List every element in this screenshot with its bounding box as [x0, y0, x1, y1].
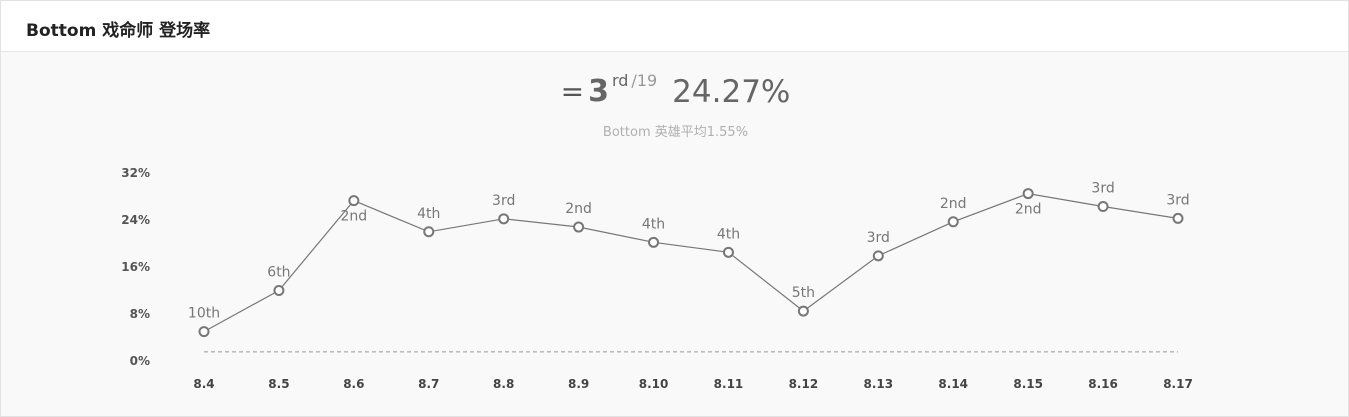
x-tick-label: 8.13 [864, 377, 894, 391]
x-tick-label: 8.9 [568, 377, 589, 391]
rank-label: 3rd [867, 230, 890, 246]
data-point[interactable] [348, 195, 360, 207]
data-point[interactable] [198, 326, 210, 338]
x-tick-label: 8.14 [938, 377, 968, 391]
data-point[interactable] [1097, 200, 1109, 212]
y-tick-label: 0% [130, 354, 150, 368]
panel-header: Bottom 戏命师 登场率 [1, 1, 1348, 52]
data-point[interactable] [423, 226, 435, 238]
rank-label: 10th [188, 306, 220, 322]
data-point[interactable] [498, 213, 510, 225]
data-point[interactable] [722, 246, 734, 258]
x-tick-label: 8.6 [343, 377, 364, 391]
data-point[interactable] [273, 285, 285, 296]
data-point[interactable] [947, 216, 959, 228]
x-tick-label: 8.11 [714, 377, 744, 391]
rank-labels: 10th 6th 2nd 4th 3rd 2nd 4th 4th 5th 3rd 2nd 2nd 3rd… [188, 180, 1190, 321]
panel-title: Bottom 戏命师 登场率 [26, 21, 211, 41]
x-tick-label: 8.4 [193, 377, 214, 391]
rank-number: 3 [588, 74, 609, 109]
rank-label: 2nd [940, 196, 967, 212]
rank-label: 3rd [1166, 192, 1189, 208]
data-points [198, 188, 1184, 338]
rank-label: 4th [642, 216, 665, 232]
y-tick-label: 24% [121, 213, 150, 227]
data-point[interactable] [797, 305, 809, 317]
y-axis: 0% 8% 16% 24% 32% [121, 166, 150, 368]
x-tick-label: 8.8 [493, 377, 514, 391]
pick-rate-value: 24.27% [672, 73, 791, 110]
x-axis: 8.4 8.5 8.6 8.7 8.8 8.9 8.10 8.11 8.12 8.13 8.14 8.… [193, 377, 1192, 391]
x-tick-label: 8.5 [268, 377, 289, 391]
average-subtitle: Bottom 英雄平均1.55% [1, 121, 1349, 140]
rank-label: 4th [417, 206, 440, 222]
data-point[interactable] [1172, 212, 1184, 224]
data-point[interactable] [573, 221, 585, 233]
x-tick-label: 8.15 [1013, 377, 1043, 391]
rank-label: 6th [267, 265, 290, 281]
data-point[interactable] [872, 250, 884, 262]
average-subtitle-value: 1.55% [706, 125, 749, 140]
x-tick-label: 8.12 [789, 377, 819, 391]
data-point[interactable] [1022, 188, 1034, 200]
rank-label: 2nd [565, 201, 592, 217]
rank-label: 2nd [1015, 202, 1042, 218]
x-tick-label: 8.16 [1088, 377, 1118, 391]
data-point[interactable] [648, 236, 660, 248]
rank-label: 3rd [1091, 180, 1114, 196]
rank-label: 4th [717, 226, 740, 242]
x-tick-label: 8.10 [639, 377, 669, 391]
y-tick-label: 16% [121, 260, 150, 274]
rank-change-equal-icon: = [560, 75, 585, 108]
y-tick-label: 32% [121, 166, 150, 180]
average-subtitle-prefix: Bottom 英雄平均 [602, 125, 707, 140]
y-tick-label: 8% [130, 307, 150, 321]
x-tick-label: 8.17 [1163, 377, 1193, 391]
x-tick-label: 8.7 [418, 377, 439, 391]
rank-label: 3rd [492, 193, 515, 209]
rank-total: /19 [631, 71, 658, 90]
rank-label: 5th [792, 285, 815, 301]
rank-label: 2nd [341, 209, 368, 225]
rank-suffix: rd [611, 71, 629, 90]
series-line [203, 192, 1179, 333]
series-line-group [203, 192, 1179, 333]
